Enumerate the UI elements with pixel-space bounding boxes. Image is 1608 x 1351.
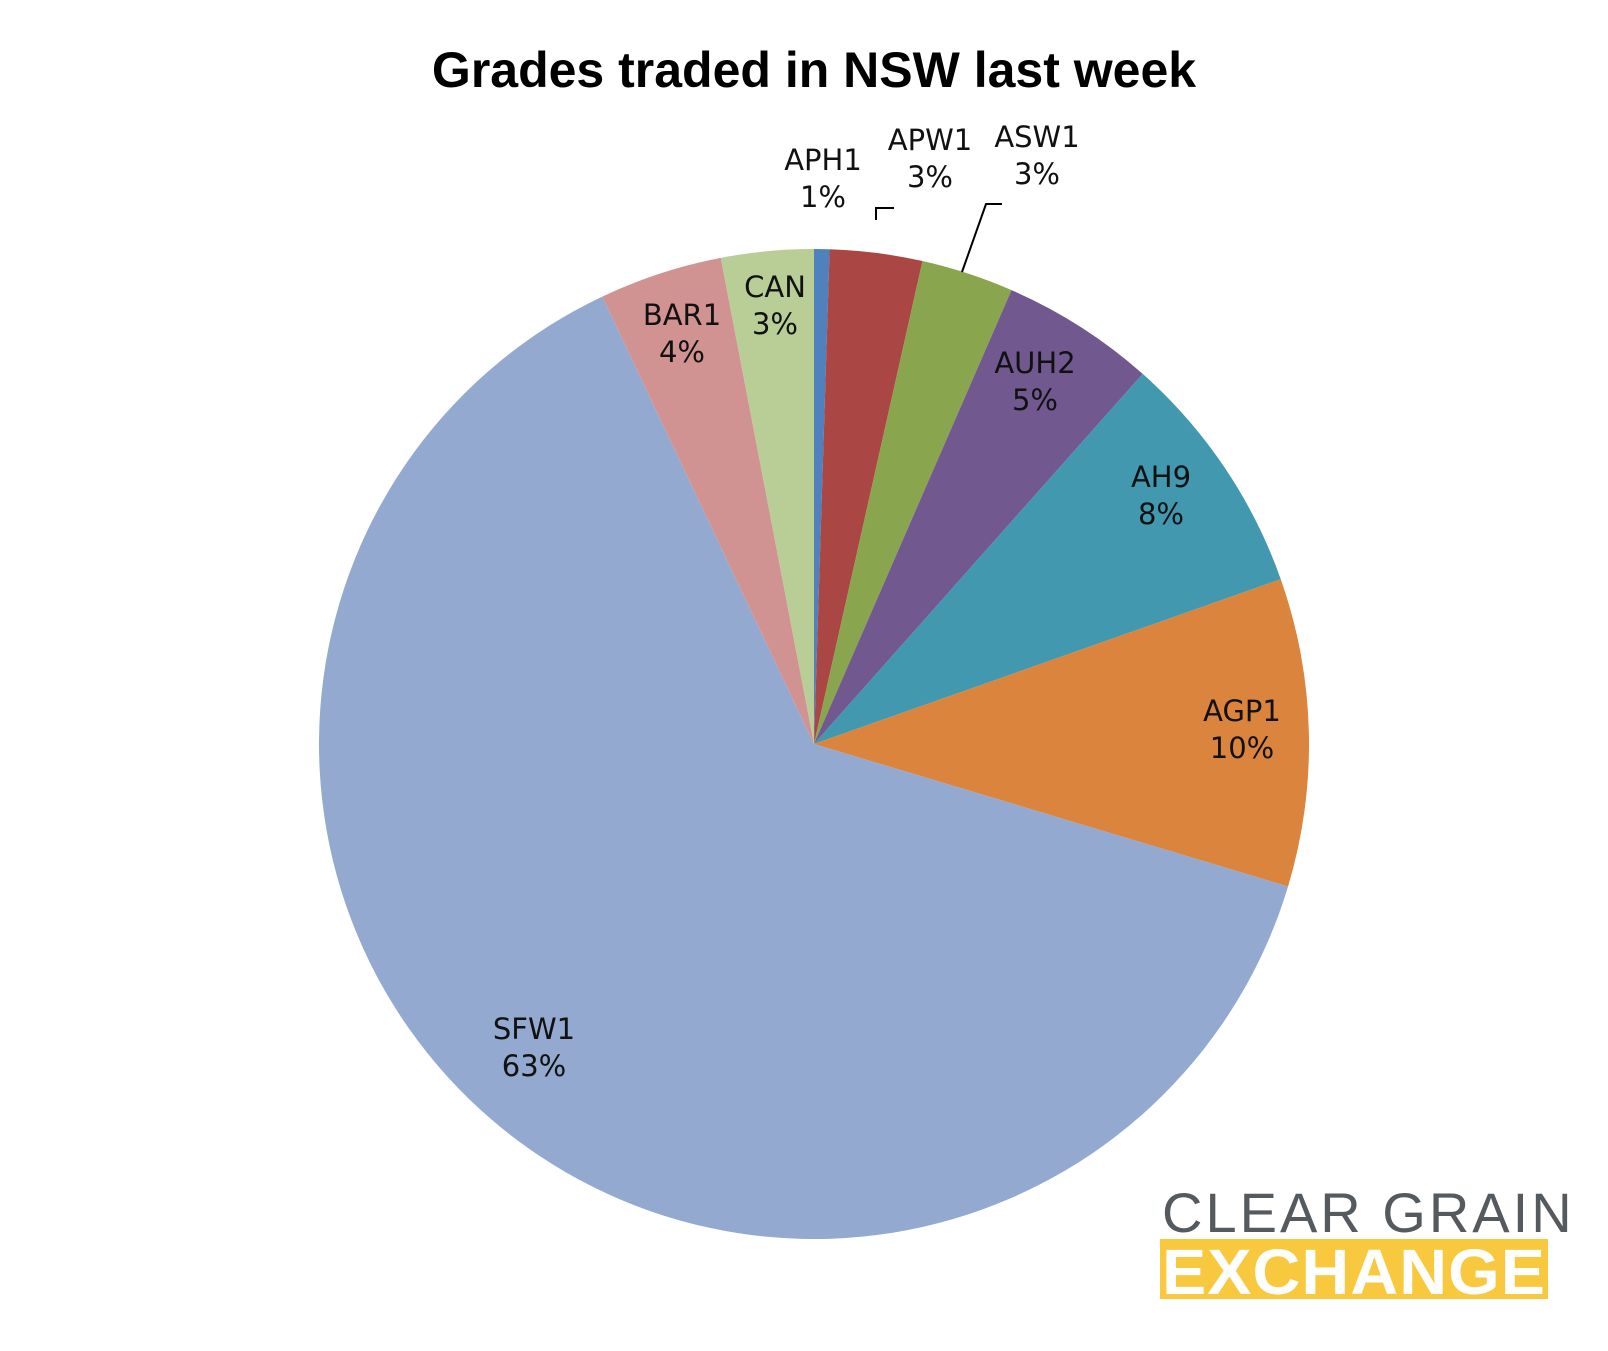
logo-line2: EXCHANGE bbox=[1162, 1236, 1546, 1308]
slice-percent-apw1: 3% bbox=[907, 160, 953, 194]
pie-slice-asw1 bbox=[814, 261, 1012, 744]
pie-slice-bar1 bbox=[602, 257, 814, 744]
slice-label-sfw1: SFW1 bbox=[493, 1012, 575, 1046]
pie-slice-agp1 bbox=[814, 579, 1309, 887]
slice-label-ah9: AH9 bbox=[1131, 460, 1191, 494]
pie-slice-auh2 bbox=[814, 290, 1143, 744]
slice-percent-can: 3% bbox=[752, 307, 798, 341]
slice-percent-auh2: 5% bbox=[1012, 383, 1058, 417]
slice-percent-sfw1: 63% bbox=[502, 1049, 566, 1083]
slice-label-auh2: AUH2 bbox=[994, 346, 1075, 380]
slice-percent-agp1: 10% bbox=[1210, 731, 1274, 765]
pie-slice-apw1 bbox=[814, 249, 923, 745]
pie-slice-sfw1 bbox=[319, 296, 1289, 1239]
leader-line-apw1 bbox=[875, 207, 894, 220]
slice-label-can: CAN bbox=[744, 270, 806, 304]
pie-labels: APH11%APW13%ASW13%AUH25%AH98%AGP110%SFW1… bbox=[493, 120, 1281, 1083]
pie-slice-can bbox=[720, 249, 814, 744]
clear-grain-exchange-logo: CLEAR GRAIN EXCHANGE bbox=[1160, 1181, 1575, 1308]
logo-line1: CLEAR GRAIN bbox=[1162, 1181, 1575, 1244]
slice-label-agp1: AGP1 bbox=[1203, 694, 1281, 728]
slice-label-apw1: APW1 bbox=[888, 123, 972, 157]
slice-label-bar1: BAR1 bbox=[643, 298, 721, 332]
pie-slices bbox=[319, 249, 1309, 1239]
chart-title: Grades traded in NSW last week bbox=[432, 42, 1196, 98]
slice-percent-ah9: 8% bbox=[1138, 497, 1184, 531]
slice-percent-aph1: 1% bbox=[800, 180, 846, 214]
label-leader-lines bbox=[875, 203, 1002, 273]
slice-label-asw1: ASW1 bbox=[994, 120, 1079, 154]
pie-slice-ah9 bbox=[814, 373, 1281, 744]
logo-band bbox=[1160, 1239, 1548, 1299]
slice-percent-asw1: 3% bbox=[1014, 157, 1060, 191]
leader-line-asw1 bbox=[961, 203, 1002, 273]
slice-percent-bar1: 4% bbox=[659, 335, 705, 369]
pie-slice-aph1 bbox=[814, 249, 830, 744]
slice-label-aph1: APH1 bbox=[784, 143, 862, 177]
